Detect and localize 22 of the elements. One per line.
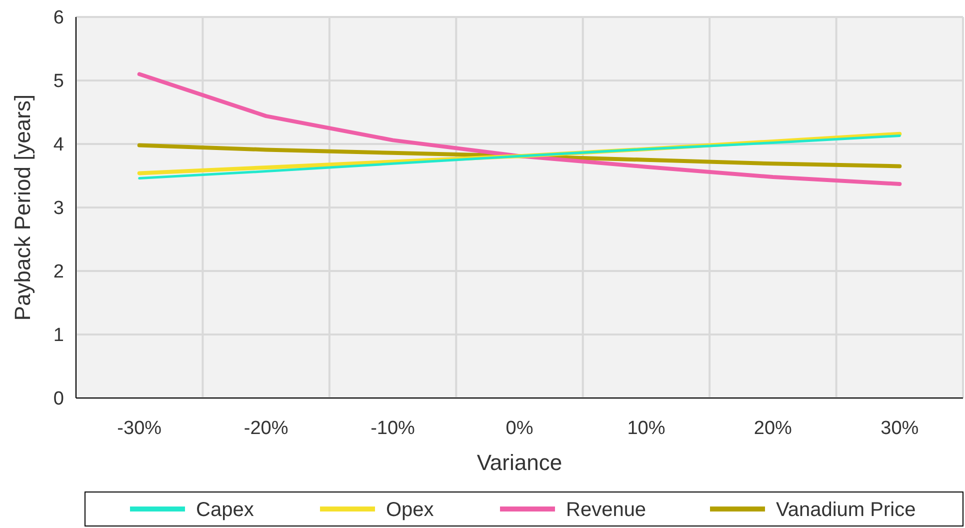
- legend-label: Revenue: [566, 499, 646, 521]
- legend-label: Vanadium Price: [776, 499, 916, 521]
- y-tick-label: 4: [53, 134, 64, 156]
- y-tick-label: 2: [53, 262, 64, 283]
- legend-label: Capex: [196, 499, 254, 521]
- x-tick-label: 30%: [880, 418, 919, 439]
- x-tick-label: 20%: [754, 418, 792, 439]
- y-tick-label: 1: [53, 325, 64, 346]
- y-tick-label: 6: [53, 8, 64, 29]
- line-series: [137, 143, 902, 168]
- legend-label: Opex: [386, 499, 434, 521]
- y-tick-label: 0: [53, 388, 64, 410]
- x-tick-label: 10%: [627, 418, 666, 439]
- x-tick-label: -10%: [370, 418, 416, 439]
- x-tick-label: 0%: [506, 418, 534, 439]
- line-series: [137, 72, 902, 186]
- x-tick-label: -20%: [244, 418, 288, 439]
- y-tick-label: 5: [53, 71, 64, 92]
- y-axis-title: Payback Period [years]: [10, 94, 35, 321]
- x-axis-title: Variance: [476, 450, 562, 475]
- x-tick-label: -30%: [117, 418, 162, 439]
- y-tick-label: 3: [53, 198, 64, 220]
